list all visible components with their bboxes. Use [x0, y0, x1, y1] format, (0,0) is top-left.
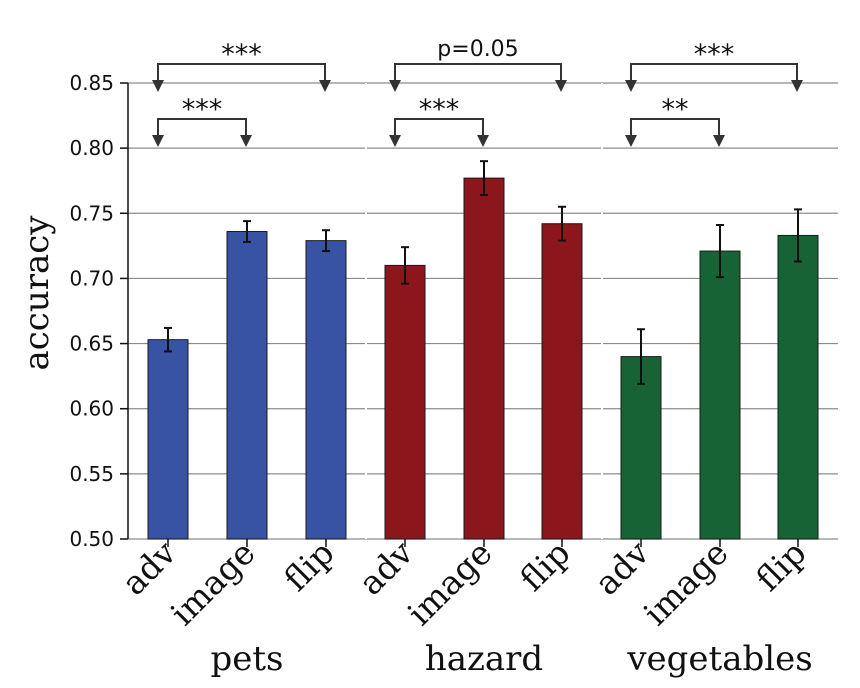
- x-tick-label-image: image: [163, 533, 263, 633]
- bracket-arrow: [319, 80, 331, 92]
- y-tick-label: 0.75: [69, 201, 114, 225]
- bracket-arrow: [791, 80, 803, 92]
- bar-hazard-flip: [541, 223, 583, 540]
- x-tick-label-flip: flip: [276, 533, 342, 599]
- bracket-arrow: [625, 135, 637, 147]
- bracket-arrow: [713, 135, 725, 147]
- bracket-arrow: [389, 135, 401, 147]
- group-label-pets: pets: [211, 639, 284, 679]
- group-label-vegetables: vegetables: [626, 639, 812, 679]
- significance-bracket: [157, 118, 247, 140]
- significance-label: **: [662, 94, 689, 125]
- bracket-arrow: [555, 80, 567, 92]
- significance-label: ***: [182, 94, 223, 125]
- y-tick-label: 0.65: [69, 332, 114, 356]
- bar-vegetables-flip: [777, 234, 819, 540]
- bar-hazard-adv: [384, 264, 426, 540]
- x-tick-label-image: image: [400, 533, 500, 633]
- significance-bracket: [394, 63, 562, 85]
- significance-bracket: [630, 118, 720, 140]
- bracket-arrow: [152, 135, 164, 147]
- bar-hazard-image: [463, 177, 505, 540]
- bar-pets-image: [226, 231, 268, 540]
- significance-label: ***: [694, 39, 735, 70]
- significance-label: ***: [419, 94, 460, 125]
- bracket-arrow: [389, 80, 401, 92]
- y-tick-label: 0.50: [69, 527, 114, 551]
- y-tick-label: 0.85: [69, 71, 114, 95]
- bracket-arrow: [477, 135, 489, 147]
- x-tick-label-adv: adv: [114, 533, 184, 603]
- x-tick-label-flip: flip: [512, 533, 578, 599]
- x-tick-label-image: image: [636, 533, 736, 633]
- significance-label: p=0.05: [437, 37, 518, 62]
- bracket-arrow: [625, 80, 637, 92]
- group-label-hazard: hazard: [425, 639, 543, 679]
- significance-bracket: [394, 118, 484, 140]
- y-tick-label: 0.80: [69, 136, 114, 160]
- y-tick-label: 0.55: [69, 462, 114, 486]
- bar-pets-adv: [147, 339, 189, 540]
- bar-pets-flip: [305, 240, 347, 540]
- bar-vegetables-image: [699, 250, 741, 540]
- y-axis-label: accuracy: [17, 215, 57, 371]
- bar-vegetables-adv: [620, 356, 662, 540]
- x-tick-label-flip: flip: [748, 533, 814, 599]
- bracket-arrow: [152, 80, 164, 92]
- significance-bracket: [157, 63, 326, 85]
- bracket-arrow: [240, 135, 252, 147]
- y-tick-label: 0.60: [69, 397, 114, 421]
- y-tick-label: 0.70: [69, 266, 114, 290]
- significance-label: ***: [221, 39, 262, 70]
- x-tick-label-adv: adv: [351, 533, 421, 603]
- significance-bracket: [630, 63, 798, 85]
- x-tick-label-adv: adv: [587, 533, 657, 603]
